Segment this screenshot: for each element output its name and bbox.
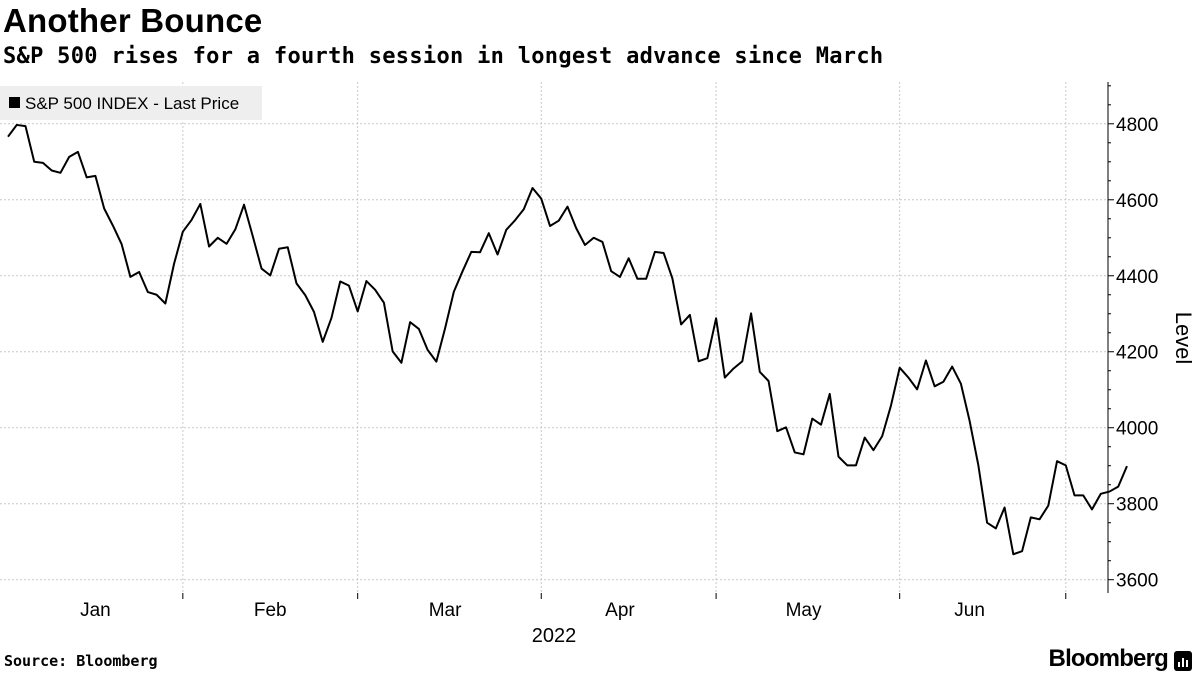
series-layer (7, 123, 1128, 556)
y-tick-label: 4200 (1116, 343, 1158, 364)
legend-swatch (9, 97, 20, 108)
x-tick-label: Feb (254, 600, 287, 621)
gridlines (0, 82, 1108, 593)
legend-box (0, 86, 262, 120)
y-tick-label: 4800 (1116, 115, 1158, 136)
source-note: Source: Bloomberg (4, 652, 158, 670)
y-tick-label: 4000 (1116, 419, 1158, 440)
y-tick-label: 4400 (1116, 267, 1158, 288)
x-axis-year-label: 2022 (532, 625, 577, 647)
x-tick-label: Jun (954, 600, 985, 621)
bloomberg-badge-icon (1174, 651, 1192, 671)
y-tick-label: 4600 (1116, 191, 1158, 212)
series-line-sp500 (7, 123, 1128, 556)
x-tick-label: May (786, 600, 822, 621)
y-tick-label: 3800 (1116, 495, 1158, 516)
x-tick-label: Jan (80, 600, 111, 621)
x-tick-label: Mar (429, 600, 462, 621)
x-tick-label: Apr (605, 600, 635, 621)
y-axis-label: Level (1171, 312, 1196, 365)
chart-subtitle: S&P 500 rises for a fourth session in lo… (3, 44, 884, 69)
axes: 3600 3800 4000 4200 4400 4600 4800 Jan Feb Mar Apr… (80, 82, 1158, 621)
y-tick-label: 3600 (1116, 571, 1158, 592)
legend-label: S&P 500 INDEX - Last Price (25, 94, 239, 113)
chart-title: Another Bounce (3, 2, 263, 39)
brand-logo-text: Bloomberg (1048, 645, 1169, 672)
legend: S&P 500 INDEX - Last Price (0, 86, 262, 120)
